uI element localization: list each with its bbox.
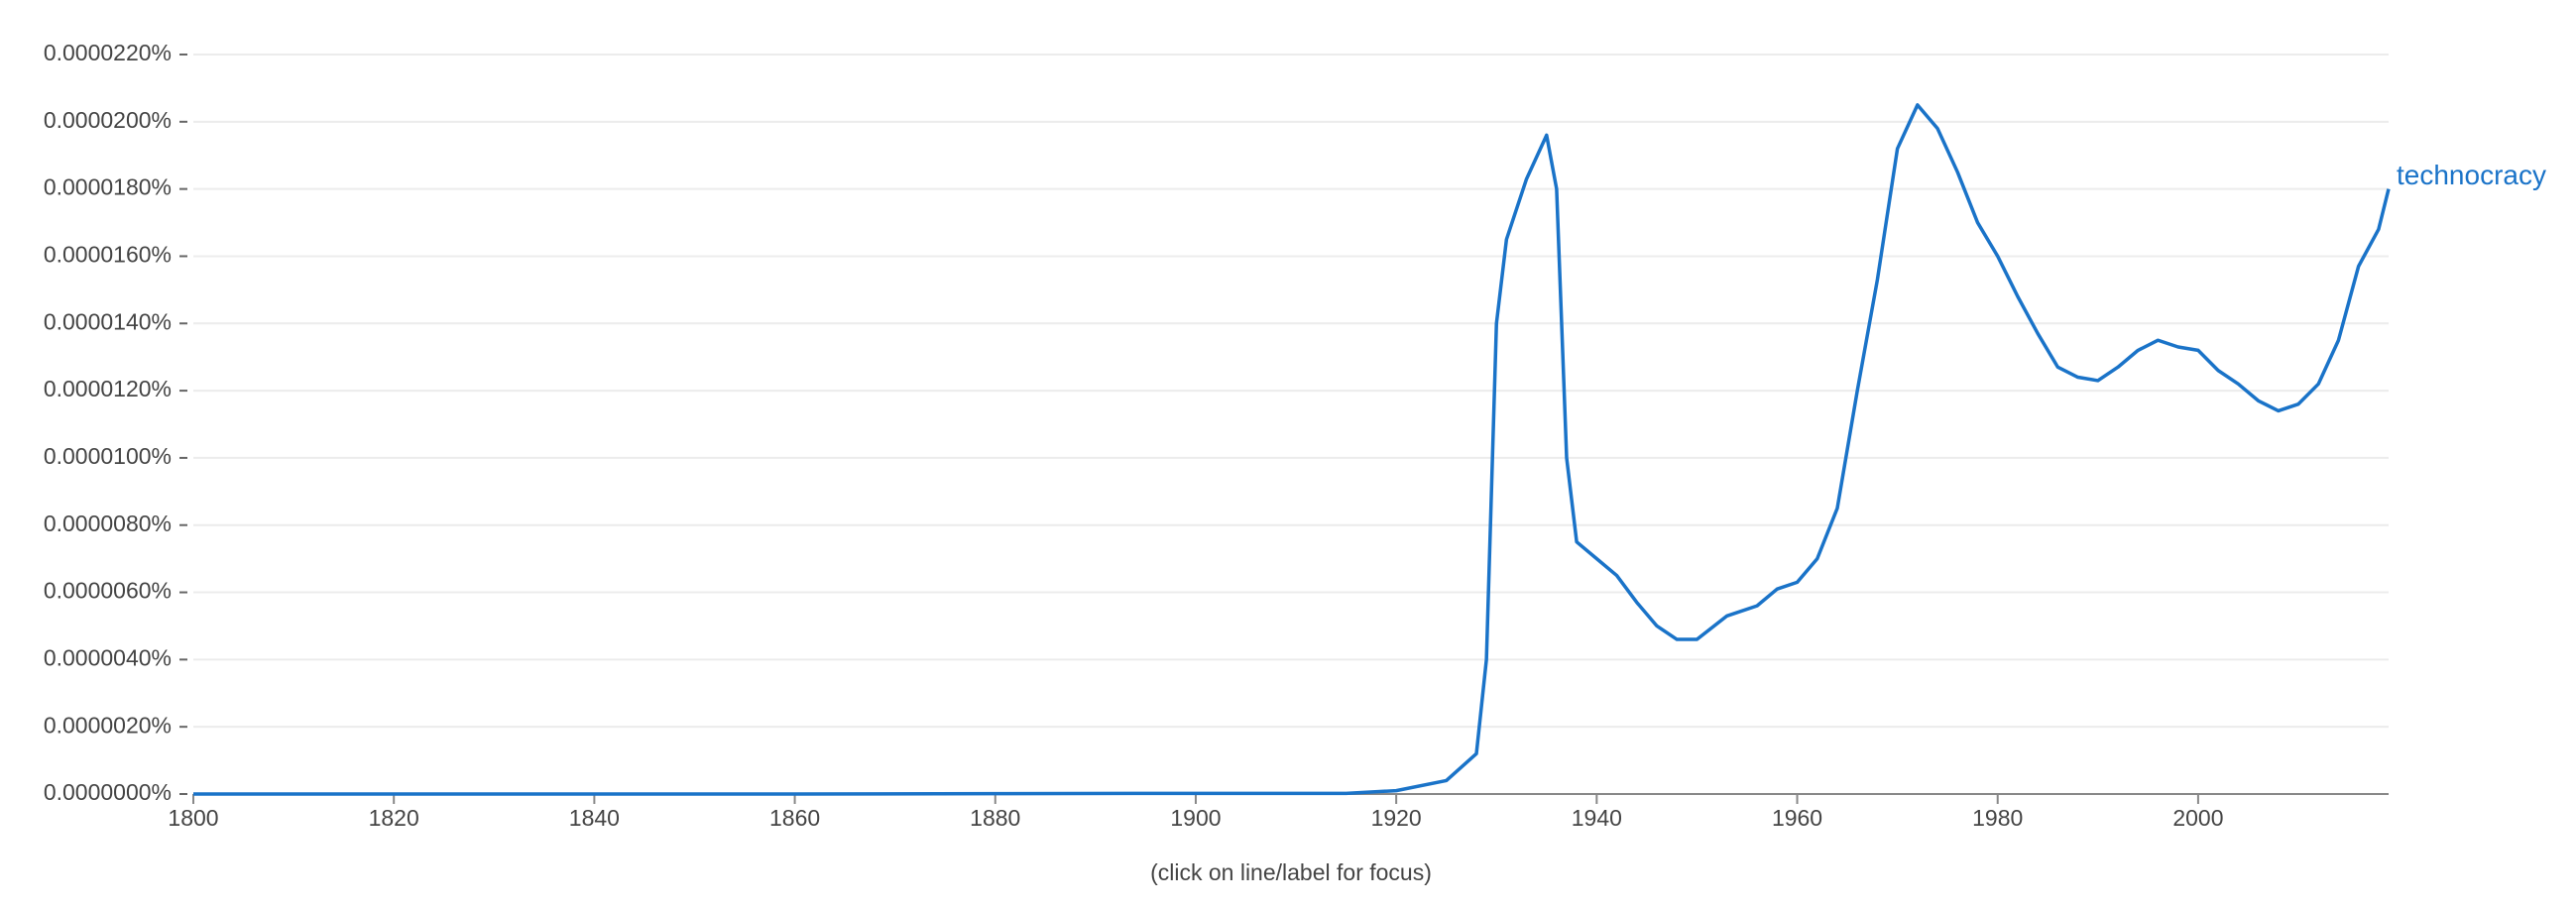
x-tick-label: 1960 <box>1772 805 1822 831</box>
x-tick-label: 1900 <box>1170 805 1221 831</box>
y-tick-label: 0.0000140% <box>44 308 172 334</box>
x-tick-label: 1920 <box>1371 805 1422 831</box>
x-tick-label: 1820 <box>369 805 419 831</box>
y-tick-label: 0.0000060% <box>44 578 172 604</box>
x-tick-label: 1800 <box>168 805 218 831</box>
x-tick-label: 2000 <box>2172 805 2223 831</box>
y-tick-label: 0.0000160% <box>44 242 172 268</box>
y-tick-label: 0.0000080% <box>44 511 172 536</box>
y-tick-label: 0.0000200% <box>44 107 172 133</box>
x-tick-label: 1880 <box>970 805 1020 831</box>
x-tick-label: 1860 <box>769 805 820 831</box>
x-tick-label: 1980 <box>1972 805 2023 831</box>
x-tick-label: 1840 <box>569 805 620 831</box>
series-line[interactable] <box>193 103 2391 796</box>
y-tick-label: 0.0000180% <box>44 174 172 200</box>
y-tick-label: 0.0000220% <box>44 40 172 65</box>
y-tick-label: 0.0000040% <box>44 644 172 670</box>
y-tick-label: 0.0000000% <box>44 779 172 805</box>
y-tick-label: 0.0000100% <box>44 443 172 469</box>
series-label[interactable]: technocracy <box>2397 160 2546 190</box>
y-tick-label: 0.0000120% <box>44 376 172 401</box>
y-tick-label: 0.0000020% <box>44 712 172 738</box>
footer-note: (click on line/label for focus) <box>1150 859 1432 885</box>
x-tick-label: 1940 <box>1572 805 1622 831</box>
